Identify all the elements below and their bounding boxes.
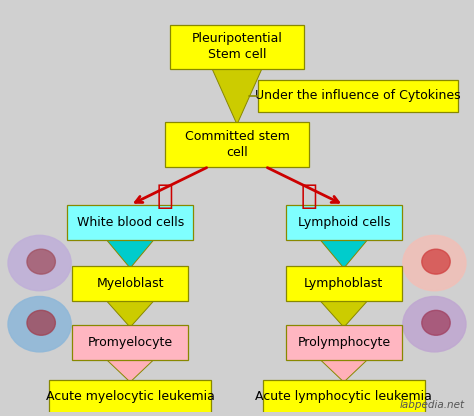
Circle shape	[8, 235, 71, 291]
Polygon shape	[318, 238, 369, 268]
Circle shape	[403, 297, 466, 352]
Text: Acute myelocytic leukemia: Acute myelocytic leukemia	[46, 390, 215, 403]
Text: labpedia.net: labpedia.net	[400, 400, 465, 410]
Text: Myeloblast: Myeloblast	[96, 277, 164, 290]
FancyBboxPatch shape	[286, 266, 402, 301]
Text: ✊: ✊	[157, 182, 173, 210]
Circle shape	[403, 235, 466, 291]
FancyBboxPatch shape	[67, 205, 193, 240]
Polygon shape	[318, 358, 369, 382]
Polygon shape	[105, 299, 155, 327]
Text: Promyelocyte: Promyelocyte	[88, 336, 173, 349]
FancyBboxPatch shape	[170, 25, 304, 69]
Text: Pleuripotential
Stem cell: Pleuripotential Stem cell	[191, 32, 283, 62]
Polygon shape	[105, 358, 155, 382]
Circle shape	[8, 297, 71, 352]
Circle shape	[27, 310, 55, 335]
Text: Lymphoid cells: Lymphoid cells	[298, 216, 390, 229]
Polygon shape	[318, 299, 369, 327]
Text: ✊: ✊	[301, 182, 317, 210]
Polygon shape	[105, 238, 155, 268]
FancyBboxPatch shape	[258, 79, 458, 112]
Circle shape	[422, 310, 450, 335]
FancyBboxPatch shape	[286, 205, 402, 240]
FancyBboxPatch shape	[72, 325, 188, 360]
FancyBboxPatch shape	[72, 266, 188, 301]
Text: Committed stem
cell: Committed stem cell	[184, 130, 290, 159]
Circle shape	[422, 249, 450, 274]
Text: Acute lymphocytic leukemia: Acute lymphocytic leukemia	[255, 390, 432, 403]
Text: Lymphoblast: Lymphoblast	[304, 277, 383, 290]
FancyBboxPatch shape	[286, 325, 402, 360]
Polygon shape	[211, 67, 263, 124]
Text: Under the influence of Cytokines: Under the influence of Cytokines	[255, 89, 461, 102]
FancyBboxPatch shape	[263, 380, 425, 413]
Text: Prolymphocyte: Prolymphocyte	[297, 336, 391, 349]
FancyBboxPatch shape	[49, 380, 211, 413]
Circle shape	[27, 249, 55, 274]
Text: White blood cells: White blood cells	[76, 216, 184, 229]
FancyBboxPatch shape	[165, 122, 309, 167]
